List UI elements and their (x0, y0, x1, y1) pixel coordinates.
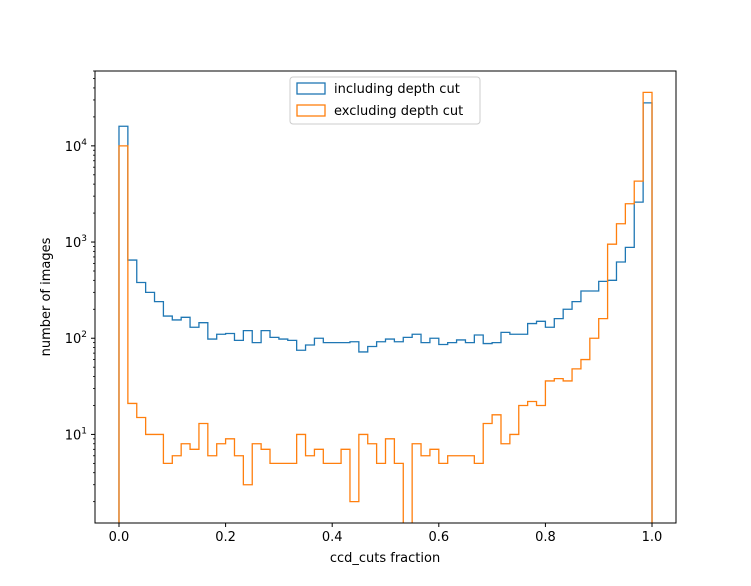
x-axis: 0.0 0.2 0.4 0.6 0.8 1.0 (109, 523, 663, 545)
x-tick-label: 0.8 (535, 530, 556, 545)
x-tick-label: 0.6 (428, 530, 449, 545)
legend-swatch-excluding (296, 104, 326, 117)
y-tick-label: 102 (65, 330, 87, 347)
y-axis: 101 102 103 104 (65, 70, 95, 503)
x-tick-label: 0.4 (322, 530, 343, 545)
y-axis-title: number of images (39, 237, 54, 356)
series-layer (118, 91, 653, 523)
x-axis-title: ccd_cuts fraction (330, 551, 440, 566)
legend-box (289, 76, 481, 125)
y-tick-label: 103 (65, 234, 87, 251)
plot-area-frame (94, 70, 677, 524)
series-line-including (118, 102, 653, 523)
legend-label-excluding: excluding depth cut (334, 104, 463, 119)
legend-swatch-including (296, 82, 326, 95)
x-tick-label: 0.0 (109, 530, 130, 545)
y-tick-label: 104 (65, 138, 88, 155)
x-tick-label: 1.0 (642, 530, 663, 545)
x-tick-label: 0.2 (215, 530, 236, 545)
legend-label-including: including depth cut (334, 82, 460, 97)
legend: including depth cut excluding depth cut (289, 76, 481, 125)
series-line-excluding (118, 91, 653, 523)
y-tick-label: 101 (65, 426, 87, 443)
